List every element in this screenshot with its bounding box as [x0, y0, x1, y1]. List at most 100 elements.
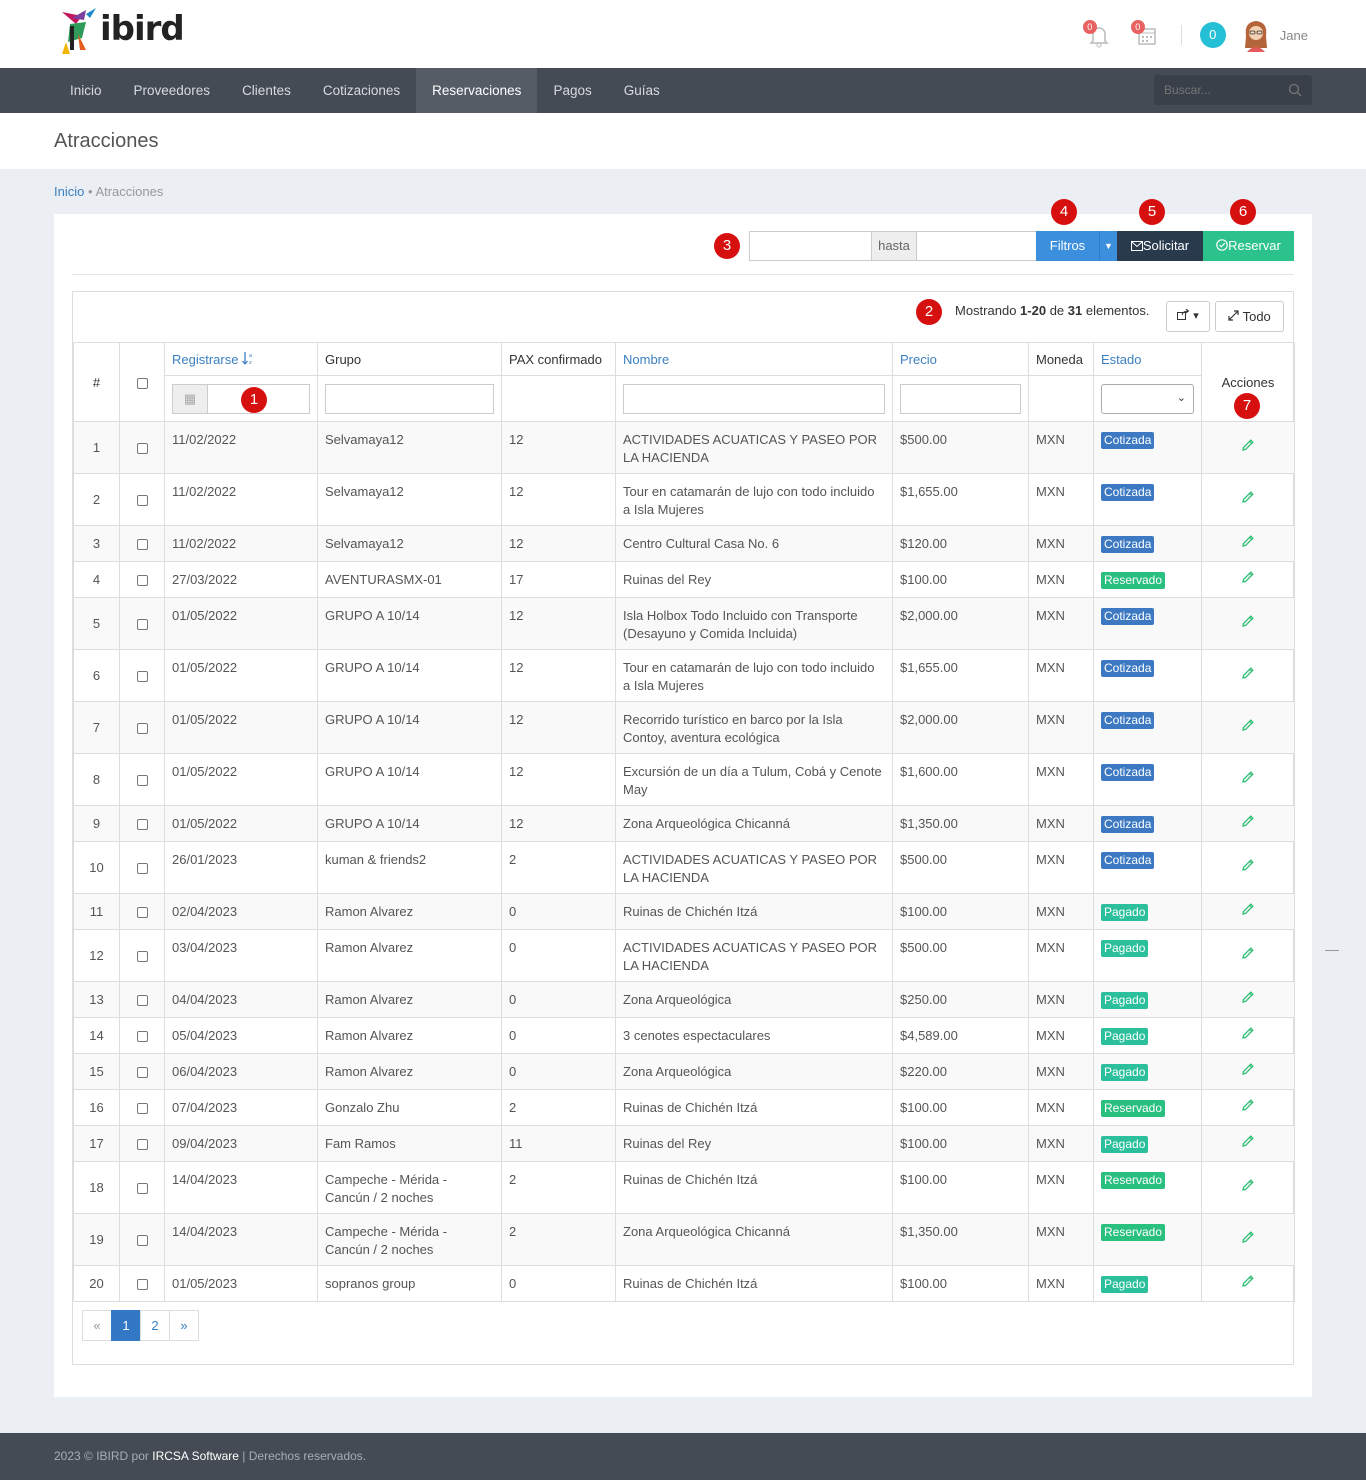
- row-checkbox[interactable]: [136, 1102, 148, 1114]
- edit-pencil-icon[interactable]: [1241, 438, 1255, 452]
- col-nombre[interactable]: Nombre: [615, 342, 893, 376]
- edit-pencil-icon[interactable]: [1241, 1134, 1255, 1148]
- row-number: 2: [73, 473, 120, 526]
- todo-button[interactable]: Todo: [1215, 301, 1284, 332]
- row-checkbox[interactable]: [136, 574, 148, 586]
- cell-grupo: Gonzalo Zhu: [317, 1089, 502, 1126]
- cell-precio: $2,000.00: [892, 597, 1029, 650]
- edit-pencil-icon[interactable]: [1241, 946, 1255, 960]
- search-icon[interactable]: [1288, 83, 1302, 97]
- page-prev[interactable]: «: [82, 1310, 112, 1341]
- cell-nombre: ACTIVIDADES ACUATICAS Y PASEO POR LA HAC…: [615, 841, 893, 894]
- row-checkbox[interactable]: [136, 906, 148, 918]
- caret-down-icon[interactable]: ▼: [1104, 241, 1113, 251]
- col-estado[interactable]: Estado: [1093, 342, 1202, 376]
- row-checkbox[interactable]: [136, 1278, 148, 1290]
- page-1[interactable]: 1: [111, 1310, 141, 1341]
- nav-item-reservaciones[interactable]: Reservaciones: [416, 68, 538, 113]
- filtros-label[interactable]: Filtros: [1036, 231, 1100, 261]
- edit-pencil-icon[interactable]: [1241, 858, 1255, 872]
- page-next[interactable]: »: [169, 1310, 199, 1341]
- table-row: 7 01/05/2022 GRUPO A 10/14 12 Recorrido turí…: [73, 701, 1295, 754]
- registro-date-filter[interactable]: ▦: [172, 383, 310, 414]
- cell-estado: Pagado: [1093, 1017, 1202, 1054]
- row-checkbox[interactable]: [136, 442, 148, 454]
- calendar-notifications[interactable]: 0: [1130, 20, 1161, 50]
- row-checkbox-cell: [119, 525, 165, 562]
- edit-pencil-icon[interactable]: [1241, 902, 1255, 916]
- row-checkbox[interactable]: [136, 1066, 148, 1078]
- grupo-filter-input[interactable]: [325, 383, 494, 414]
- page-2[interactable]: 2: [140, 1310, 170, 1341]
- row-checkbox[interactable]: [136, 774, 148, 786]
- edit-pencil-icon[interactable]: [1241, 1230, 1255, 1244]
- count-badge[interactable]: 0: [1199, 22, 1226, 48]
- edit-pencil-icon[interactable]: [1241, 534, 1255, 548]
- solicitar-button[interactable]: Solicitar: [1117, 231, 1203, 261]
- footer-company-link[interactable]: IRCSA Software: [152, 1449, 239, 1463]
- nav-item-proveedores[interactable]: Proveedores: [133, 83, 211, 98]
- edit-pencil-icon[interactable]: [1241, 1062, 1255, 1076]
- nav-item-guias[interactable]: Guías: [623, 83, 660, 98]
- cell-moneda: MXN: [1028, 1089, 1094, 1126]
- export-button[interactable]: ▾: [1166, 301, 1210, 332]
- sort-icon[interactable]: az: [242, 351, 256, 366]
- precio-filter-input[interactable]: [900, 383, 1021, 414]
- nombre-filter-input[interactable]: [623, 383, 885, 414]
- cell-estado: Cotizada: [1093, 421, 1202, 474]
- edit-pencil-icon[interactable]: [1241, 666, 1255, 680]
- edit-pencil-icon[interactable]: [1241, 1098, 1255, 1112]
- row-checkbox[interactable]: [136, 818, 148, 830]
- row-checkbox[interactable]: [136, 994, 148, 1006]
- estado-filter-select[interactable]: ⌄: [1101, 383, 1194, 414]
- col-precio[interactable]: Precio: [892, 342, 1029, 376]
- row-checkbox-cell: [119, 1265, 165, 1302]
- filtros-button[interactable]: Filtros ▼: [1036, 231, 1117, 261]
- row-checkbox[interactable]: [136, 1138, 148, 1150]
- cell-pax: 12: [501, 805, 616, 842]
- row-checkbox[interactable]: [136, 1234, 148, 1246]
- edit-pencil-icon[interactable]: [1241, 718, 1255, 732]
- row-checkbox[interactable]: [136, 722, 148, 734]
- row-checkbox[interactable]: [136, 862, 148, 874]
- edit-pencil-icon[interactable]: [1241, 570, 1255, 584]
- avatar[interactable]: [1240, 18, 1272, 52]
- edit-pencil-icon[interactable]: [1241, 990, 1255, 1004]
- nav-item-clientes[interactable]: Clientes: [242, 83, 291, 98]
- col-grupo: Grupo: [317, 342, 502, 376]
- edit-pencil-icon[interactable]: [1241, 770, 1255, 784]
- edit-pencil-icon[interactable]: [1241, 614, 1255, 628]
- table-row: 9 01/05/2022 GRUPO A 10/14 12 Zona Arqueológ…: [73, 805, 1295, 842]
- row-checkbox[interactable]: [136, 670, 148, 682]
- nav-item-inicio[interactable]: Inicio: [70, 83, 102, 98]
- cell-pax: 12: [501, 421, 616, 474]
- notifications-bell[interactable]: 0: [1082, 20, 1113, 50]
- edit-pencil-icon[interactable]: [1241, 1178, 1255, 1192]
- breadcrumb-home[interactable]: Inicio: [54, 184, 85, 199]
- calendar-icon[interactable]: ▦: [173, 384, 208, 413]
- row-checkbox[interactable]: [136, 494, 148, 506]
- username[interactable]: Jane: [1279, 27, 1308, 43]
- row-checkbox[interactable]: [136, 618, 148, 630]
- cell-nombre: Ruinas de Chichén Itzá: [615, 1089, 893, 1126]
- search-input[interactable]: [1154, 75, 1274, 105]
- edit-pencil-icon[interactable]: [1241, 814, 1255, 828]
- select-all-checkbox[interactable]: [136, 377, 148, 389]
- nav-item-pagos[interactable]: Pagos: [553, 83, 592, 98]
- nav-item-cotizaciones[interactable]: Cotizaciones: [322, 83, 401, 98]
- row-checkbox[interactable]: [136, 538, 148, 550]
- edit-pencil-icon[interactable]: [1241, 1026, 1255, 1040]
- row-checkbox[interactable]: [136, 950, 148, 962]
- edit-pencil-icon[interactable]: [1241, 1274, 1255, 1288]
- reservar-button[interactable]: Reservar: [1203, 231, 1294, 261]
- side-handle[interactable]: [1325, 950, 1339, 951]
- logo[interactable]: ibird: [56, 4, 185, 54]
- row-checkbox[interactable]: [136, 1030, 148, 1042]
- row-checkbox[interactable]: [136, 1182, 148, 1194]
- date-from-input[interactable]: [749, 231, 872, 261]
- cell-moneda: MXN: [1028, 525, 1094, 562]
- edit-pencil-icon[interactable]: [1241, 490, 1255, 504]
- date-to-input[interactable]: [916, 231, 1037, 261]
- cell-date: 11/02/2022: [164, 525, 318, 562]
